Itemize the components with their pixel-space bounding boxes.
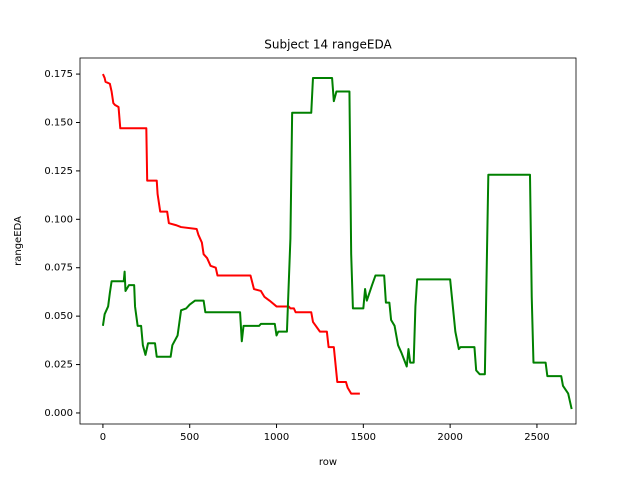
chart-title: Subject 14 rangeEDA xyxy=(264,38,392,52)
plot-frame xyxy=(79,57,577,425)
series-line xyxy=(102,73,360,395)
x-tick-label: 500 xyxy=(180,432,199,443)
y-axis-label: rangeEDA xyxy=(13,216,24,266)
y-tick-label: 0.125 xyxy=(44,166,73,177)
series-line xyxy=(101,76,573,410)
x-tick-label: 2000 xyxy=(437,432,462,443)
y-tick-label: 0.100 xyxy=(44,214,73,225)
x-tick-label: 0 xyxy=(100,432,106,443)
y-tick-label: 0.000 xyxy=(44,408,73,419)
y-tick-label: 0.150 xyxy=(44,117,73,128)
y-tick-label: 0.175 xyxy=(44,69,73,80)
y-tick-label: 0.050 xyxy=(44,311,73,322)
x-tick-label: 2500 xyxy=(524,432,549,443)
x-axis-label: row xyxy=(319,457,337,468)
x-tick-label: 1000 xyxy=(264,432,289,443)
y-tick-label: 0.025 xyxy=(44,360,73,371)
x-tick-label: 1500 xyxy=(351,432,376,443)
y-tick-label: 0.075 xyxy=(44,263,73,274)
